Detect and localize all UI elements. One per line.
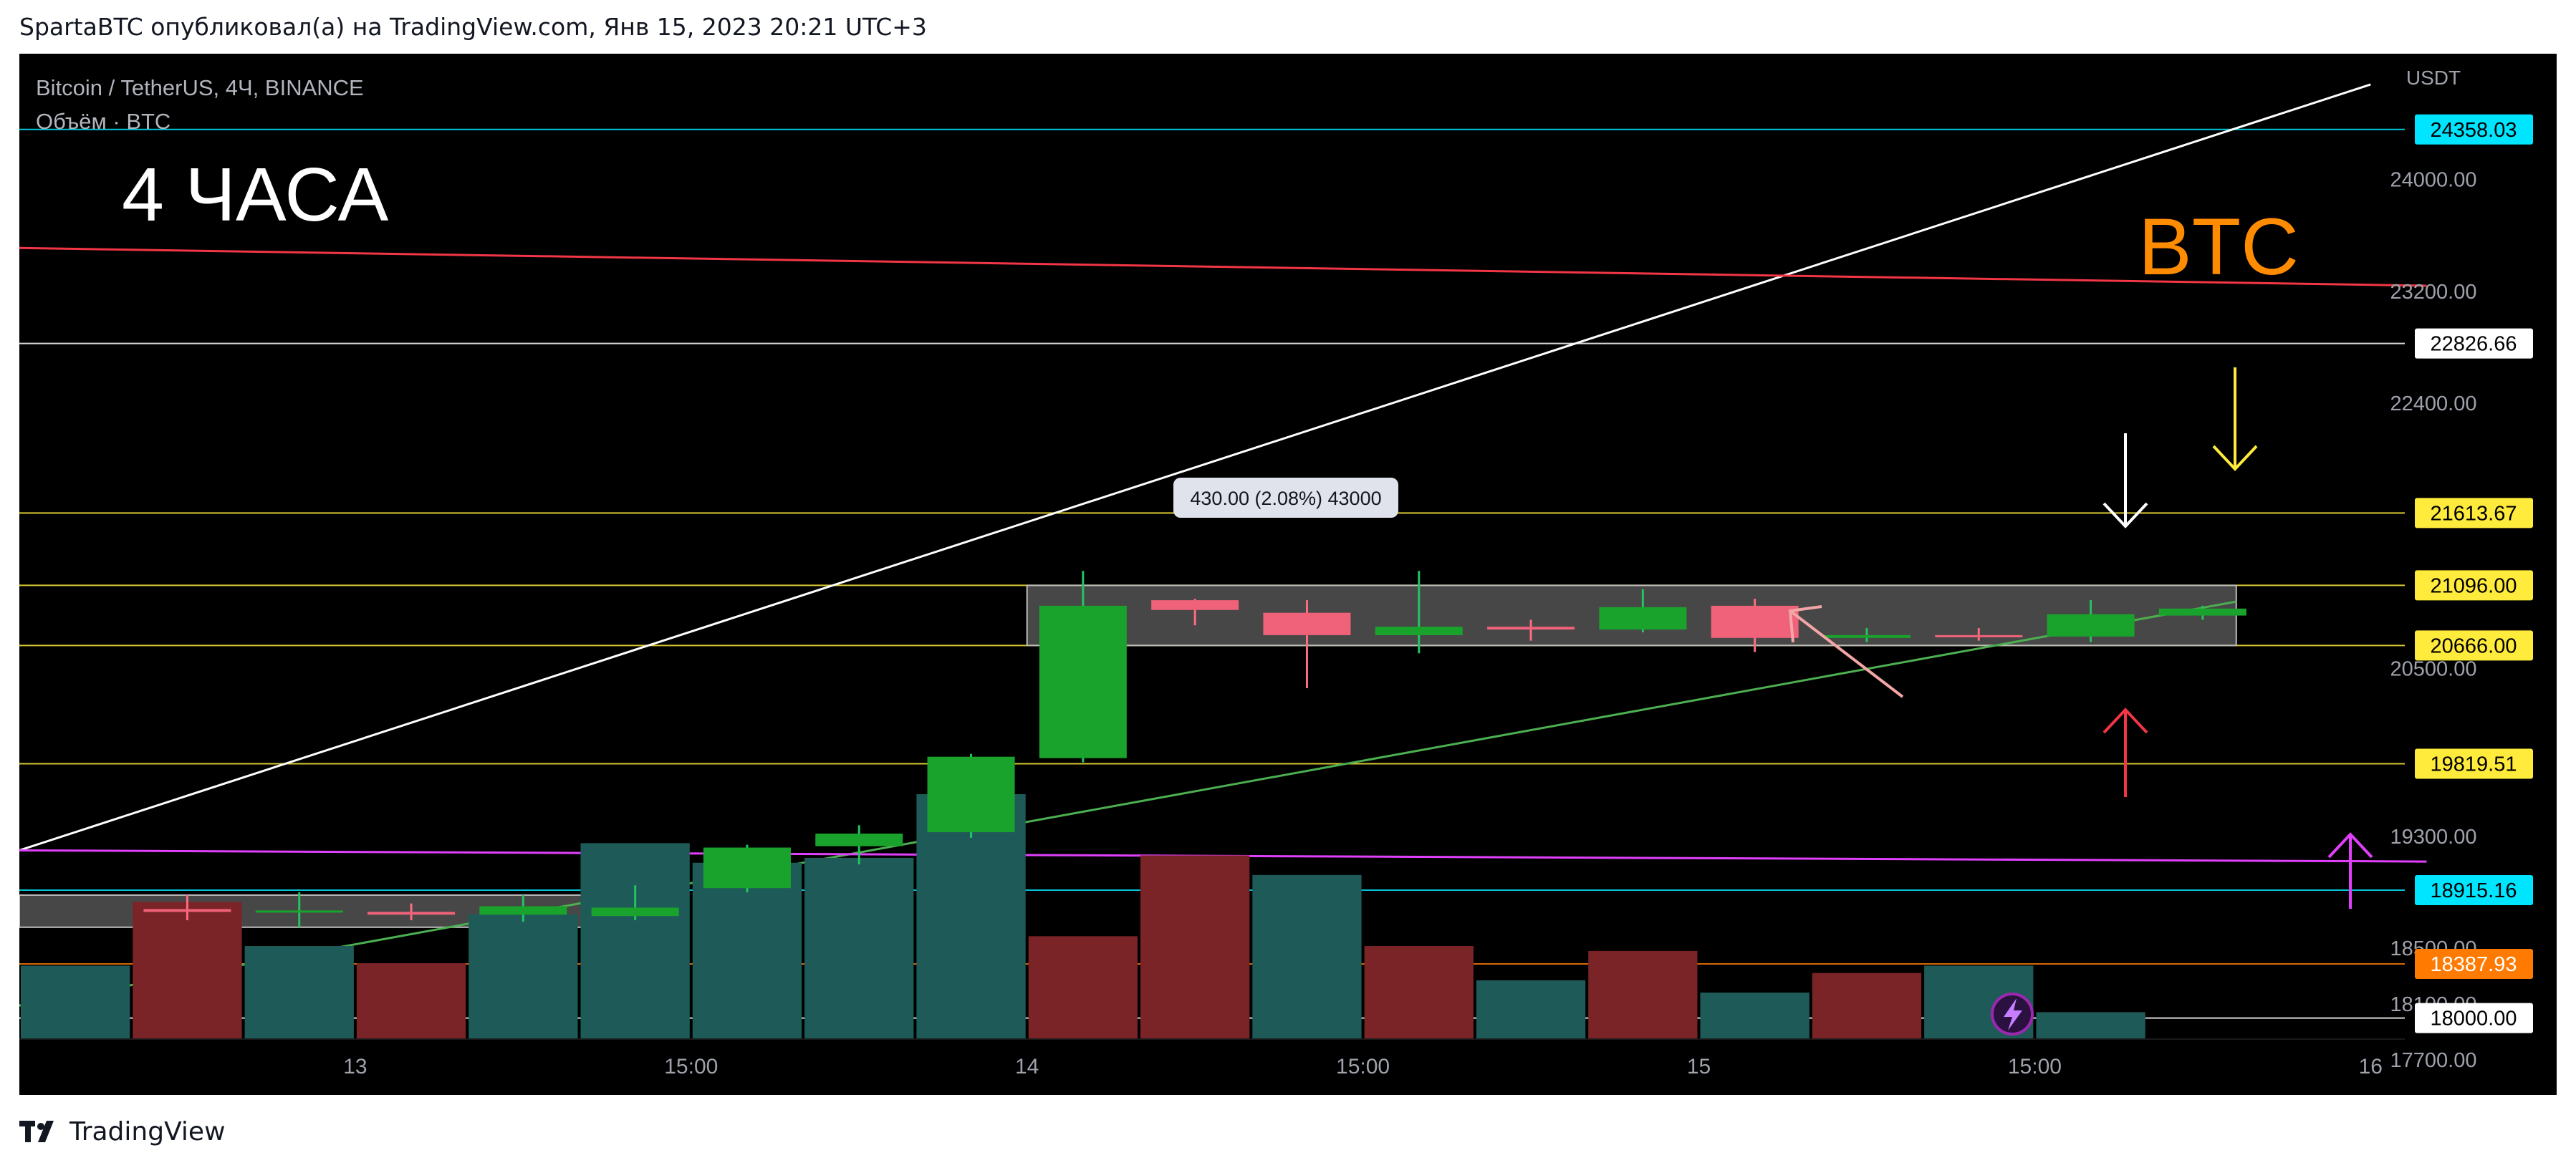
volume-bar-7: [804, 857, 914, 1039]
x-tick-label-3: 15:00: [1336, 1055, 1390, 1078]
candle-7: [927, 753, 1015, 838]
drawing-layer: [19, 83, 2427, 1019]
legend-volume[interactable]: Объём · BTC: [36, 109, 170, 134]
axis-currency: USDT: [2406, 67, 2461, 89]
tradingview-brand: TradingView: [69, 1116, 226, 1147]
level-badge-1[interactable]: 22826.66: [2415, 328, 2533, 359]
candle-0: [143, 894, 231, 921]
level-label-6: 18915.16: [2431, 879, 2517, 902]
volume-bar-14: [1588, 950, 1698, 1039]
volume-bar-2: [244, 946, 354, 1039]
candle-16: [1935, 628, 2023, 641]
level-label-1: 22826.66: [2431, 333, 2517, 356]
measure-tooltip: 430.00 (2.08%) 43000: [1173, 478, 1398, 518]
y-tick-label-3: 19300.00: [2390, 826, 2477, 849]
level-badge-2[interactable]: 21613.67: [2415, 498, 2533, 529]
candle-3: [479, 894, 567, 922]
y-tick-label-5: 22400.00: [2390, 392, 2477, 415]
publication-header: SpartaBTC опубликовал(а) на TradingView.…: [19, 13, 927, 41]
time-axis[interactable]: 13 15:00 14 15:00 15 15:00 16: [19, 1038, 2405, 1078]
level-label-3: 21096.00: [2431, 574, 2517, 597]
volume-pane: [21, 794, 2145, 1039]
volume-bar-9: [1028, 936, 1138, 1039]
candle-18: [2158, 605, 2246, 620]
price-chart[interactable]: 17700.0018100.0018500.0019300.0020500.00…: [19, 54, 2557, 1095]
upper-channel-trendline[interactable]: [19, 83, 2371, 851]
y-tick-label-4: 20500.00: [2390, 658, 2477, 681]
level-label-8: 18000.00: [2431, 1008, 2517, 1031]
candles-layer: [143, 571, 2246, 927]
volume-bar-4: [468, 914, 578, 1039]
x-tick-label-6: 16: [2359, 1055, 2383, 1078]
volume-bar-1: [133, 902, 242, 1039]
red-resistance-trendline[interactable]: [19, 246, 2427, 287]
level-badge-4[interactable]: 20666.00: [2415, 630, 2533, 661]
level-badge-5[interactable]: 19819.51: [2415, 748, 2533, 779]
level-label-0: 24358.03: [2431, 119, 2517, 142]
y-tick-label-7: 24000.00: [2390, 169, 2477, 192]
volume-bar-11: [1252, 874, 1362, 1039]
level-badge-8[interactable]: 18000.00: [2415, 1003, 2533, 1033]
x-tick-label-5: 15:00: [2008, 1055, 2062, 1078]
pink-diagonal-arrow-icon: [1788, 605, 1904, 698]
legend-symbol[interactable]: Bitcoin / TetherUS, 4Ч, BINANCE: [36, 75, 364, 100]
volume-bar-13: [1476, 980, 1586, 1039]
level-badge-3[interactable]: 21096.00: [2415, 570, 2533, 601]
white-down-arrow-icon: [2102, 433, 2148, 529]
candle-9: [1151, 599, 1239, 626]
candle-11: [1375, 571, 1463, 654]
magenta-up-arrow-icon: [2327, 832, 2373, 909]
candle-4: [591, 885, 679, 921]
candle-2: [367, 903, 456, 921]
x-tick-label-1: 15:00: [664, 1055, 718, 1078]
level-badge-7[interactable]: 18387.93: [2415, 948, 2533, 979]
level-label-5: 19819.51: [2431, 753, 2517, 776]
candle-17: [2047, 600, 2135, 642]
volume-bar-3: [356, 962, 466, 1039]
volume-bar-0: [21, 965, 130, 1039]
y-tick-label-6: 23200.00: [2390, 281, 2477, 304]
yellow-down-arrow-icon: [2212, 367, 2258, 471]
tradingview-logo[interactable]: TradingView: [19, 1114, 226, 1149]
candle-13: [1599, 589, 1687, 632]
candle-14: [1711, 599, 1799, 652]
level-badge-0[interactable]: 24358.03: [2415, 114, 2533, 145]
candle-5: [703, 844, 791, 893]
tradingview-logo-icon: [19, 1121, 54, 1142]
volume-bar-16: [1812, 972, 1922, 1039]
price-axis[interactable]: 17700.0018100.0018500.0019300.0020500.00…: [2390, 114, 2533, 1072]
volume-bar-15: [1700, 993, 1810, 1039]
candle-15: [1822, 628, 1911, 642]
timeframe-label: 4 ЧАСА: [122, 153, 389, 237]
x-tick-label-2: 14: [1015, 1055, 1039, 1078]
volume-bar-12: [1364, 946, 1474, 1039]
x-tick-label-0: 13: [343, 1055, 367, 1078]
level-label-7: 18387.93: [2431, 953, 2517, 976]
candle-1: [255, 892, 343, 927]
x-tick-label-4: 15: [1687, 1055, 1711, 1078]
lightning-icon[interactable]: [1991, 993, 2034, 1036]
level-label-2: 21613.67: [2431, 502, 2517, 525]
y-tick-label-0: 17700.00: [2390, 1049, 2477, 1072]
candle-10: [1263, 600, 1351, 689]
volume-bar-10: [1140, 855, 1250, 1039]
asset-label: BTC: [2138, 202, 2299, 291]
red-up-arrow-icon: [2102, 708, 2148, 797]
volume-bar-5: [580, 843, 690, 1039]
candle-12: [1487, 619, 1575, 641]
chart-frame[interactable]: 17700.0018100.0018500.0019300.0020500.00…: [19, 54, 2557, 1095]
candle-6: [815, 825, 903, 864]
volume-bar-18: [2036, 1012, 2145, 1039]
measure-text: 430.00 (2.08%) 43000: [1190, 488, 1381, 509]
arrows-layer: [1788, 367, 2373, 909]
candle-8: [1039, 571, 1127, 763]
level-label-4: 20666.00: [2431, 634, 2517, 657]
level-badge-6[interactable]: 18915.16: [2415, 875, 2533, 906]
